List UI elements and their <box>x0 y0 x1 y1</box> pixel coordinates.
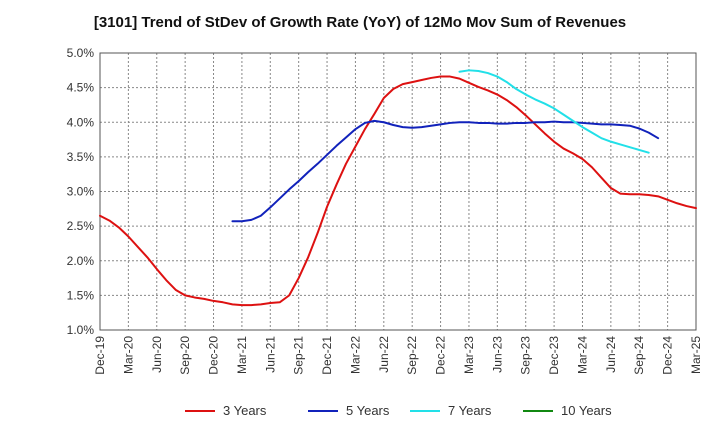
x-tick-label: Dec-23 <box>547 336 561 375</box>
y-tick-label: 3.5% <box>67 150 95 164</box>
x-tick-label: Sep-22 <box>405 336 419 375</box>
series-line-3-years <box>99 75 697 307</box>
x-tick-label: Mar-24 <box>575 336 589 374</box>
legend-label: 7 Years <box>448 403 492 418</box>
y-tick-label: 2.5% <box>67 219 95 233</box>
chart-title: [3101] Trend of StDev of Growth Rate (Yo… <box>93 14 627 31</box>
x-tick-label: Dec-21 <box>320 336 334 375</box>
y-tick-label: 3.0% <box>67 185 95 199</box>
x-tick-label: Sep-24 <box>632 336 646 375</box>
y-tick-label: 4.0% <box>67 115 95 129</box>
series-line-7-years <box>458 69 650 154</box>
x-tick-label: Jun-20 <box>150 336 164 373</box>
x-tick-label: Mar-25 <box>689 336 703 374</box>
x-tick-label: Jun-22 <box>377 336 391 373</box>
x-tick-label: Dec-20 <box>207 336 221 375</box>
plot-frame <box>99 52 697 331</box>
y-tick-label: 1.0% <box>67 323 95 337</box>
series-line-5-years <box>231 119 660 223</box>
legend-label: 5 Years <box>346 403 390 418</box>
y-tick-label: 5.0% <box>67 46 95 60</box>
x-tick-label: Mar-23 <box>462 336 476 374</box>
y-tick-label: 2.0% <box>67 254 95 268</box>
x-tick-label: Dec-22 <box>434 336 448 375</box>
x-tick-label: Sep-23 <box>519 336 533 375</box>
x-tick-label: Mar-21 <box>235 336 249 374</box>
x-tick-label: Mar-22 <box>348 336 362 374</box>
legend-label: 3 Years <box>223 403 267 418</box>
x-tick-label: Mar-20 <box>121 336 135 374</box>
x-tick-label: Jun-23 <box>490 336 504 373</box>
x-tick-label: Sep-21 <box>292 336 306 375</box>
x-tick-label: Jun-24 <box>604 336 618 373</box>
x-tick-label: Dec-24 <box>661 336 675 375</box>
x-tick-label: Dec-19 <box>93 336 107 375</box>
y-tick-label: 1.5% <box>67 288 95 302</box>
x-tick-label: Sep-20 <box>178 336 192 375</box>
legend-label: 10 Years <box>561 403 612 418</box>
x-tick-label: Jun-21 <box>263 336 277 373</box>
y-tick-label: 4.5% <box>67 81 95 95</box>
